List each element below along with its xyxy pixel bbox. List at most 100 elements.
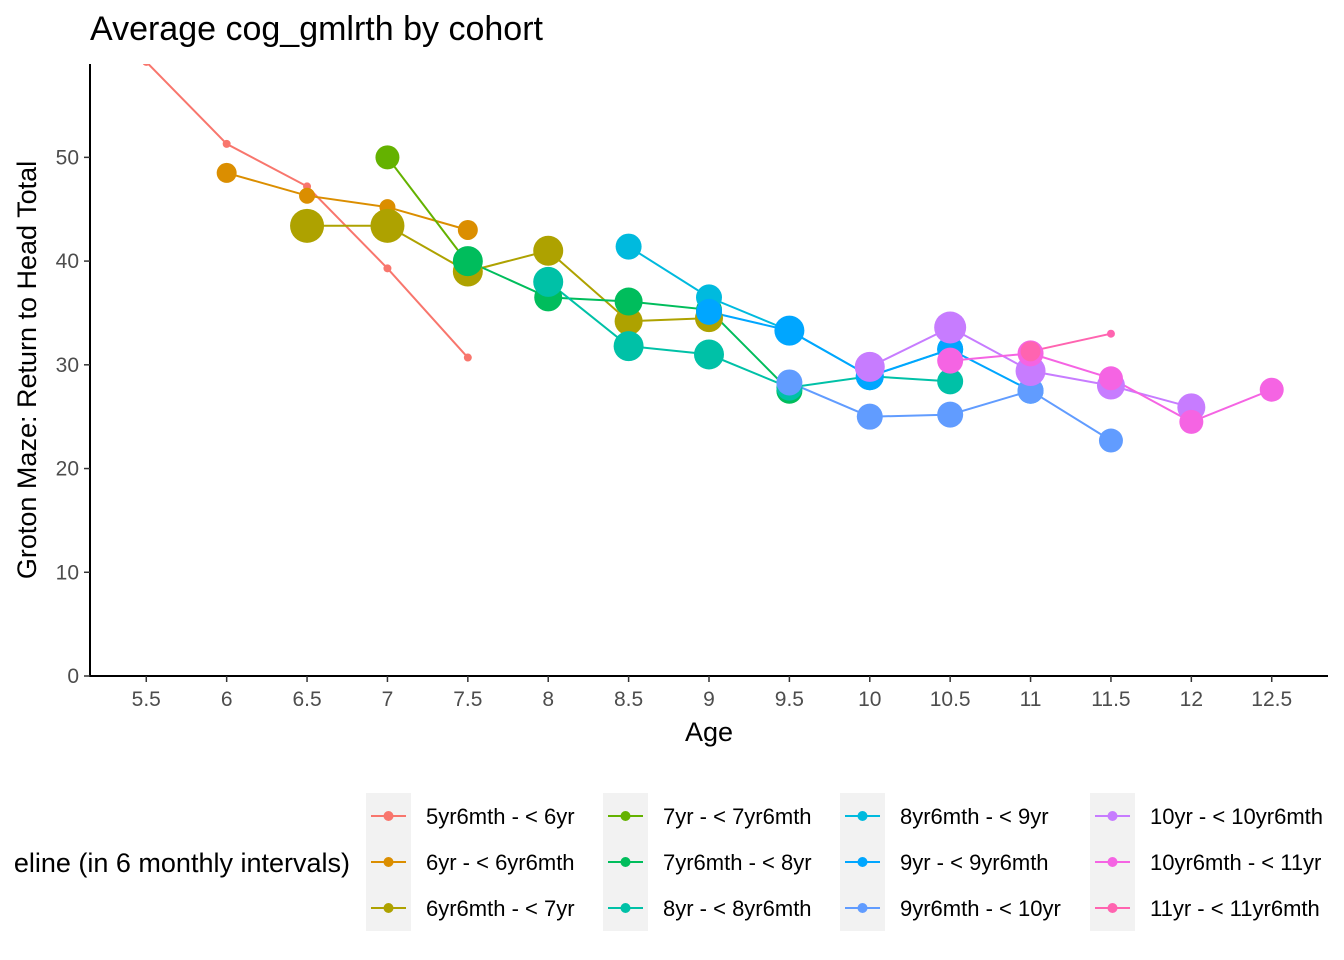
legend-key (603, 793, 648, 839)
x-tick-label: 8.5 (614, 688, 643, 711)
legend-key (1090, 793, 1135, 839)
data-point (937, 401, 964, 428)
series-line (547, 281, 951, 389)
legend-key-point (620, 811, 631, 821)
x-axis-title: Age (685, 717, 733, 747)
legend-key (366, 793, 411, 839)
data-point (290, 208, 325, 243)
legend-label: 9yr6mth - < 10yr (900, 896, 1061, 921)
x-tick-label: 8 (542, 688, 554, 711)
y-axis-title: Groton Maze: Return to Head Total (12, 161, 42, 579)
legend-key-point (857, 811, 868, 821)
data-point (299, 187, 316, 204)
legend: eline (in 6 monthly intervals) 5yr6mth -… (14, 793, 1323, 931)
y-tick-label: 40 (56, 250, 79, 273)
data-point (533, 235, 564, 266)
y-tick-label: 0 (67, 665, 79, 688)
series-points (142, 64, 1284, 453)
data-point (614, 307, 643, 336)
legend-label: 5yr6mth - < 6yr (426, 804, 575, 829)
legend-key-point (383, 811, 394, 821)
legend-key (603, 839, 648, 885)
legend-label: 8yr6mth - < 9yr (900, 804, 1049, 829)
data-point (934, 311, 967, 344)
legend-label: 8yr - < 8yr6mth (663, 896, 812, 921)
x-tick-label: 12 (1180, 688, 1203, 711)
legend-key (366, 885, 411, 931)
data-point (370, 208, 405, 243)
legend-key-point (857, 857, 868, 867)
legend-key-point (1107, 903, 1118, 913)
x-tick-label: 6 (221, 688, 233, 711)
data-point (1259, 377, 1284, 402)
legend-key-point (620, 857, 631, 867)
legend-label: 10yr - < 10yr6mth (1150, 804, 1323, 829)
data-point (937, 347, 964, 374)
data-point (463, 353, 472, 362)
x-tick-label: 10 (858, 688, 881, 711)
y-tick-label: 50 (56, 146, 79, 169)
y-tick-label: 20 (56, 458, 79, 481)
data-point (937, 368, 964, 395)
legend-key-point (1107, 857, 1118, 867)
x-tick-label: 12.5 (1251, 688, 1292, 711)
data-point (452, 246, 483, 277)
data-point (383, 264, 392, 273)
data-point (533, 266, 564, 297)
data-point (1098, 428, 1123, 453)
legend-label: 6yr - < 6yr6mth (426, 850, 575, 875)
data-point (696, 298, 722, 325)
legend-key (840, 885, 885, 931)
data-point (375, 145, 400, 170)
legend-key-point (620, 903, 631, 913)
series-line (1030, 332, 1112, 353)
x-tick-label: 5.5 (132, 688, 161, 711)
legend-key-point (1107, 811, 1118, 821)
data-point (457, 219, 478, 240)
x-tick-label: 11 (1020, 688, 1042, 711)
data-point (614, 287, 643, 316)
data-point (216, 162, 237, 183)
data-point (613, 331, 644, 362)
legend-label: 6yr6mth - < 7yr (426, 896, 575, 921)
x-tick-label: 7 (382, 688, 394, 711)
x-tick-label: 6.5 (292, 688, 321, 711)
legend-title: eline (in 6 monthly intervals) (14, 848, 350, 878)
legend-label: 7yr6mth - < 8yr (663, 850, 812, 875)
legend-key (1090, 839, 1135, 885)
x-tick-label: 11.5 (1091, 688, 1130, 711)
data-point (694, 339, 724, 370)
legend-key (840, 793, 885, 839)
legend-key (1090, 885, 1135, 931)
y-tick-label: 10 (56, 561, 79, 584)
legend-key (840, 839, 885, 885)
data-point (774, 315, 805, 346)
legend-key-point (857, 903, 868, 913)
legend-key-point (383, 903, 394, 913)
x-tick-label: 9.5 (775, 688, 804, 711)
series-line (628, 245, 951, 378)
data-point (776, 369, 803, 396)
series-line (226, 171, 469, 231)
chart-title: Average cog_gmlrth by cohort (90, 10, 544, 48)
legend-key (603, 885, 648, 931)
x-tick-label: 10.5 (930, 688, 971, 711)
legend-label: 7yr - < 7yr6mth (663, 804, 812, 829)
data-point (1020, 341, 1041, 362)
data-point (1098, 366, 1123, 391)
series-line (386, 156, 469, 264)
data-point (854, 351, 885, 382)
x-tick-label: 9 (703, 688, 715, 711)
data-point (142, 64, 150, 66)
y-tick-label: 30 (56, 354, 79, 377)
legend-label: 9yr - < 9yr6mth (900, 850, 1049, 875)
data-point (615, 233, 642, 260)
legend-key (366, 839, 411, 885)
plot-area: 0 10 20 30 40 50 5.5 6 6.5 7 7.5 8 8.5 9 9.5 10 10.5 11 11… (56, 64, 1328, 711)
data-point (856, 403, 883, 430)
series-line (307, 224, 710, 323)
legend-label: 11yr - < 11yr6mth (1150, 896, 1320, 921)
legend-key-point (383, 857, 394, 867)
x-tick-label: 7.5 (453, 688, 482, 711)
data-point (1179, 409, 1204, 434)
